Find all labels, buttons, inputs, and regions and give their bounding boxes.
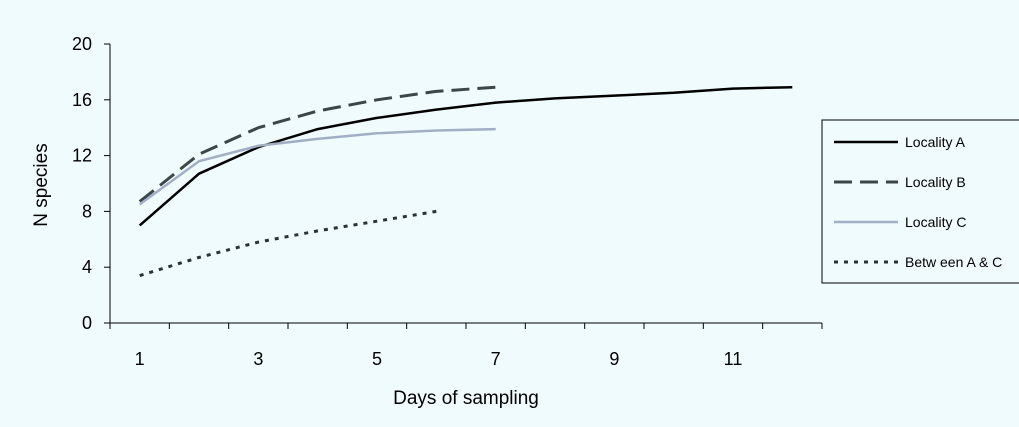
x-tick-label: 9 bbox=[609, 349, 619, 369]
legend-items: Locality A Locality B Locality C Betw een A… bbox=[834, 134, 1002, 270]
y-tick-label: 20 bbox=[72, 34, 92, 54]
legend-label: Locality A bbox=[905, 134, 966, 150]
y-tick-label: 4 bbox=[82, 257, 92, 277]
legend-label: Betw een A & C bbox=[905, 254, 1002, 270]
y-axis-ticks: 0 4 8 12 16 20 bbox=[72, 34, 110, 333]
x-axis-ticks: 1 3 5 7 9 11 bbox=[109, 323, 823, 369]
y-axis-title: N species bbox=[31, 143, 52, 226]
y-tick-label: 12 bbox=[72, 146, 92, 166]
legend-label: Locality C bbox=[905, 214, 966, 230]
series-layer bbox=[138, 85, 793, 278]
y-tick-label: 0 bbox=[82, 313, 92, 333]
x-tick-label: 7 bbox=[491, 349, 501, 369]
x-tick-label: 3 bbox=[253, 349, 263, 369]
series-line bbox=[138, 85, 496, 203]
legend-label: Locality B bbox=[905, 174, 966, 190]
series-line bbox=[138, 85, 793, 227]
plot-area: 0 4 8 12 16 20 1 3 5 7 9 11 bbox=[72, 34, 823, 369]
x-axis-title: Days of sampling bbox=[393, 388, 539, 409]
series-line bbox=[138, 127, 496, 206]
legend-box bbox=[821, 119, 1019, 284]
y-tick-label: 16 bbox=[72, 90, 92, 110]
series-line bbox=[139, 209, 437, 278]
x-tick-label: 11 bbox=[724, 349, 743, 369]
x-tick-label: 5 bbox=[372, 349, 382, 369]
legend: Locality A Locality B Locality C Betw een A… bbox=[821, 119, 1019, 284]
x-tick-label: 1 bbox=[135, 349, 145, 369]
y-tick-label: 8 bbox=[82, 201, 92, 221]
